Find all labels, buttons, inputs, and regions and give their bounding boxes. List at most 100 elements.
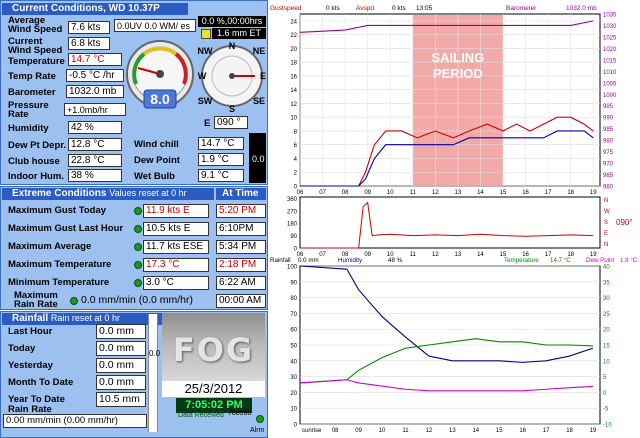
time-display: 7:05:02 PM (176, 398, 252, 413)
dew-depr-value: 12.8 °C (68, 138, 122, 151)
wind-ytick-18: 18 (290, 61, 297, 67)
baro-ytick-960: 960 (603, 185, 614, 191)
wind-xtick-19: 19 (590, 190, 597, 196)
data-received-label: Data Received (178, 412, 224, 419)
cur-wind-value: 6.8 kts (68, 37, 110, 50)
climate-ytick-60: 60 (290, 328, 297, 334)
wind-ytick-6: 6 (294, 143, 298, 149)
climate-xtick-14: 14 (472, 428, 479, 434)
climate-ytick-70: 70 (290, 312, 297, 318)
climate-rtick--10: -10 (603, 423, 612, 429)
direction-chart-frame (299, 196, 601, 249)
extreme-reset-1[interactable] (134, 225, 142, 233)
wind-compass: N NW NE W E SW SE S (198, 41, 267, 114)
date-display: 25/3/2012 (162, 381, 265, 397)
climate-xtick-12: 12 (426, 428, 433, 434)
dir-xtick-18: 18 (567, 252, 574, 258)
climate-legend-2: Humidity (338, 257, 363, 264)
wind-legend-5: Barometer (506, 5, 537, 12)
rain-label-4: Year To Date (8, 394, 65, 405)
extreme-subtitle: Values reset at 0 hr (109, 188, 187, 198)
baro-ytick-980: 980 (603, 139, 614, 145)
extreme-reset-3[interactable] (134, 261, 142, 269)
climate-rtick-20: 20 (603, 328, 610, 334)
climate-rtick-25: 25 (603, 312, 610, 318)
wind-legend-3: 0 kts (392, 5, 406, 12)
extreme-reset-0[interactable] (134, 207, 142, 215)
dir-xtick-13: 13 (455, 252, 462, 258)
dir-readout: 090° (616, 218, 633, 227)
climate-rtick-40: 40 (603, 265, 610, 271)
climate-legend-5: 14.7 °C (550, 257, 571, 264)
wind-legend-0: Gustspeed (270, 5, 302, 12)
alarm-indicator[interactable] (256, 415, 264, 423)
series-temperature (299, 338, 593, 384)
wind-xtick-08: 08 (342, 190, 349, 196)
climate-ytick-90: 90 (290, 280, 297, 286)
rain-label-2: Yesterday (8, 360, 53, 371)
rain-value-0: 0.0 mm (96, 324, 146, 339)
baro-ytick-995: 995 (603, 104, 614, 110)
compass-ne: NE (253, 46, 266, 56)
wind-ytick-4: 4 (294, 157, 298, 163)
climate-xtick-19: 19 (590, 428, 597, 434)
climate-legend-6: Dew Point (586, 257, 614, 264)
avg-wind-value: 7.6 kts (68, 21, 110, 34)
series-barometer (299, 20, 594, 33)
wind-legend-1: 0 kts (326, 5, 340, 12)
dir-xtick-10: 10 (387, 252, 394, 258)
dir-xtick-07: 07 (319, 252, 326, 258)
wet-bulb-value: 9.1 °C (198, 169, 244, 182)
dir-xtick-06: 06 (297, 252, 304, 258)
climate-legend-4: Temperature (504, 257, 539, 264)
extreme-value-3: 17.3 °C (143, 258, 209, 272)
dew-depr-label: Dew Pt Depr. (8, 140, 67, 151)
wind-legend-4: 13:05 (416, 5, 433, 12)
extreme-time-4: 6:22 AM (216, 276, 266, 290)
wind-ytick-22: 22 (290, 33, 297, 39)
extreme-time-1: 6:10PM (216, 222, 266, 236)
dir-right-1: W (604, 209, 610, 215)
wind-xtick-15: 15 (500, 190, 507, 196)
wind-ytick-12: 12 (290, 102, 297, 108)
barometer-label: Barometer (8, 87, 56, 98)
side-bar-value: 0.0 (252, 154, 265, 164)
climate-rtick-0: 0 (603, 391, 607, 397)
compass-n: N (229, 41, 236, 51)
series-humidity (299, 265, 594, 363)
climate-legend-7: 1.9 °C (620, 257, 638, 264)
extreme-title-text: Extreme Conditions (12, 188, 107, 199)
climate-ytick-0: 0 (294, 423, 298, 429)
extreme-label-2: Maximum Average (8, 241, 92, 252)
dew-point-value: 1.9 °C (198, 153, 244, 166)
climate-xtick-sunrise: sunrise (302, 428, 322, 434)
extreme-time-3: 2:18 PM (216, 258, 266, 272)
series-avspd (300, 130, 594, 187)
extreme-value-5: 0.0 mm/min (0.0 mm/hr) (81, 294, 194, 306)
temp-value: 14.7 °C (68, 53, 122, 66)
climate-xtick-18: 18 (566, 428, 573, 434)
extreme-time-5: 00:00 AM (216, 294, 266, 308)
extreme-reset-2[interactable] (134, 243, 142, 251)
extreme-conditions-title: Extreme Conditions Values reset at 0 hr (2, 188, 214, 200)
series-wind-direction (300, 201, 594, 249)
dir-xtick-09: 09 (364, 252, 371, 258)
pressure-rate-label: Pressure Rate (8, 100, 49, 120)
rain-rate-value: 0.00 mm/min (0.00 mm/hr) (3, 414, 147, 428)
extreme-label-4: Minimum Temperature (8, 277, 110, 288)
temp-label: Temperature (8, 56, 65, 67)
rain-time-display: 0.0 %,00:00hrs (198, 16, 266, 27)
clubhouse-value: 22.8 °C (68, 154, 122, 167)
climate-rtick-30: 30 (603, 296, 610, 302)
climate-rtick-15: 15 (603, 344, 610, 350)
extreme-reset-4[interactable] (134, 279, 142, 287)
baro-ytick-1030: 1030 (603, 24, 617, 30)
et-value: 1.6 mm ET (212, 28, 266, 39)
dir-right-3: E (604, 231, 608, 237)
side-bar-display (249, 133, 266, 183)
indoor-hum-value: 38 % (68, 169, 122, 182)
extreme-reset-5[interactable] (70, 297, 78, 305)
climate-rtick-35: 35 (603, 280, 610, 286)
rain-label-0: Last Hour (8, 326, 53, 337)
extreme-value-0: 11.9 kts E (143, 204, 209, 218)
